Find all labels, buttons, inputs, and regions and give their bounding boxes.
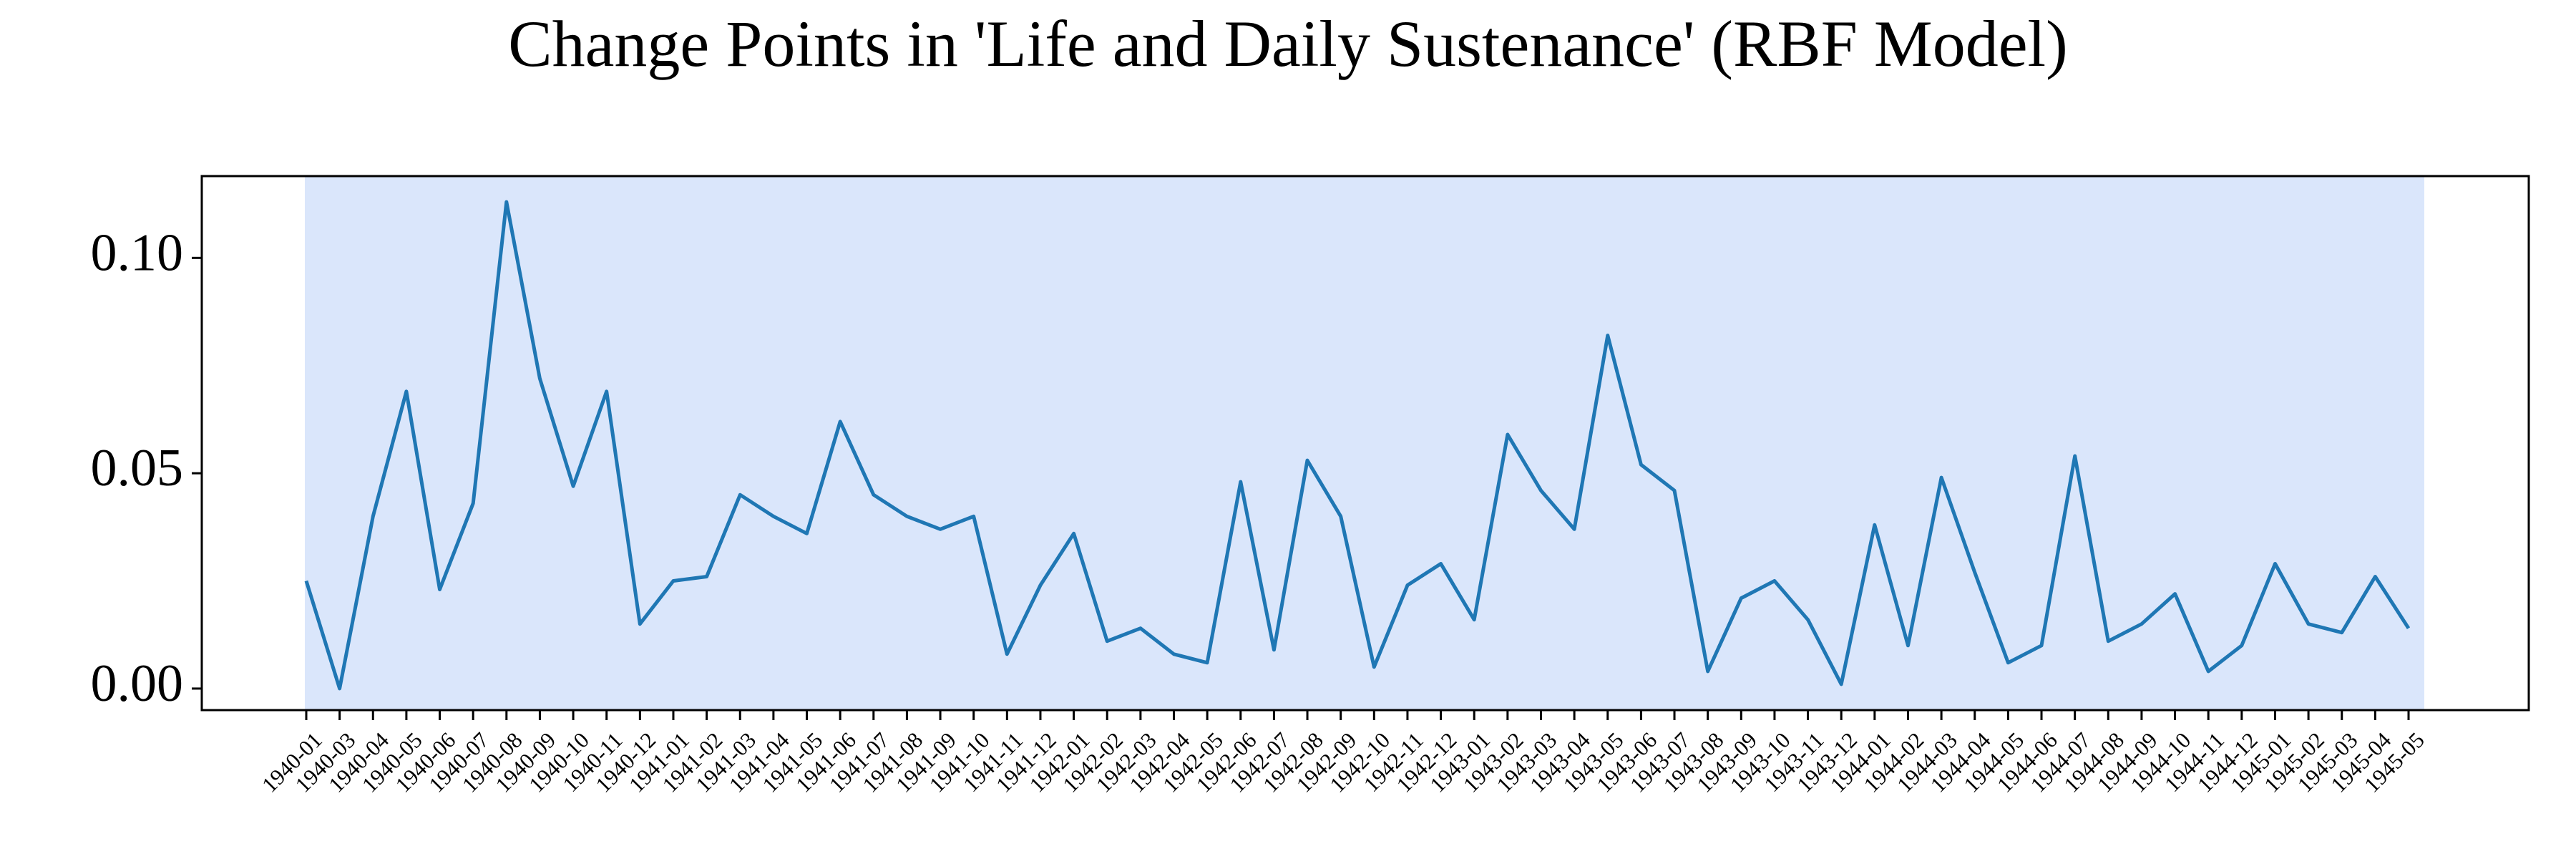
y-tick-label: 0.05 <box>91 439 184 498</box>
plot-frame <box>200 175 2530 712</box>
chart-title: Change Points in 'Life and Daily Sustena… <box>508 7 2068 80</box>
x-axis: 1940-011940-031940-041940-051940-061940-… <box>257 710 2429 797</box>
y-tick-label: 0.10 <box>91 223 184 282</box>
y-tick-label: 0.00 <box>91 654 184 713</box>
axes-layer <box>200 175 2530 712</box>
series-line <box>304 200 2411 691</box>
y-axis: 0.00 0.05 0.10 <box>91 223 202 713</box>
series-layer <box>304 200 2411 691</box>
